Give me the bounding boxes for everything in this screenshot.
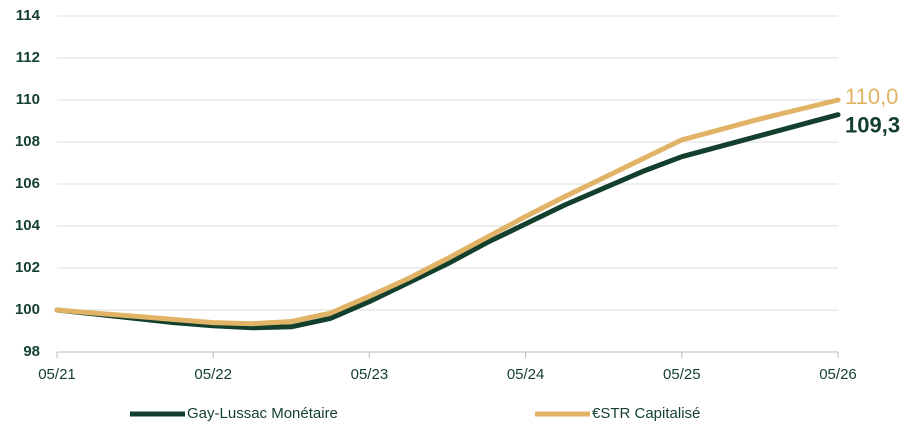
x-tick-label: 05/23 <box>351 366 389 383</box>
y-tick-label: 102 <box>15 259 40 276</box>
x-tick-label: 05/24 <box>507 366 545 383</box>
x-tick-label: 05/26 <box>819 366 857 383</box>
y-tick-label: 100 <box>15 301 40 318</box>
y-tick-label: 108 <box>15 133 40 150</box>
end-value-label: 110,0 <box>845 84 898 109</box>
end-value-label: 109,3 <box>845 113 900 138</box>
y-tick-label: 98 <box>23 343 40 360</box>
y-tick-label: 112 <box>16 49 40 66</box>
y-tick-label: 104 <box>15 217 41 234</box>
x-tick-label: 05/21 <box>38 366 76 383</box>
y-tick-label: 110 <box>16 91 40 108</box>
x-tick-label: 05/22 <box>194 366 232 383</box>
series-line <box>54 112 841 331</box>
x-tick-label: 05/25 <box>663 366 701 383</box>
y-tick-label: 114 <box>16 7 41 24</box>
legend-label: €STR Capitalisé <box>592 405 700 422</box>
y-tick-label: 106 <box>15 175 40 192</box>
series-line <box>54 97 841 327</box>
legend-label: Gay-Lussac Monétaire <box>187 405 338 422</box>
